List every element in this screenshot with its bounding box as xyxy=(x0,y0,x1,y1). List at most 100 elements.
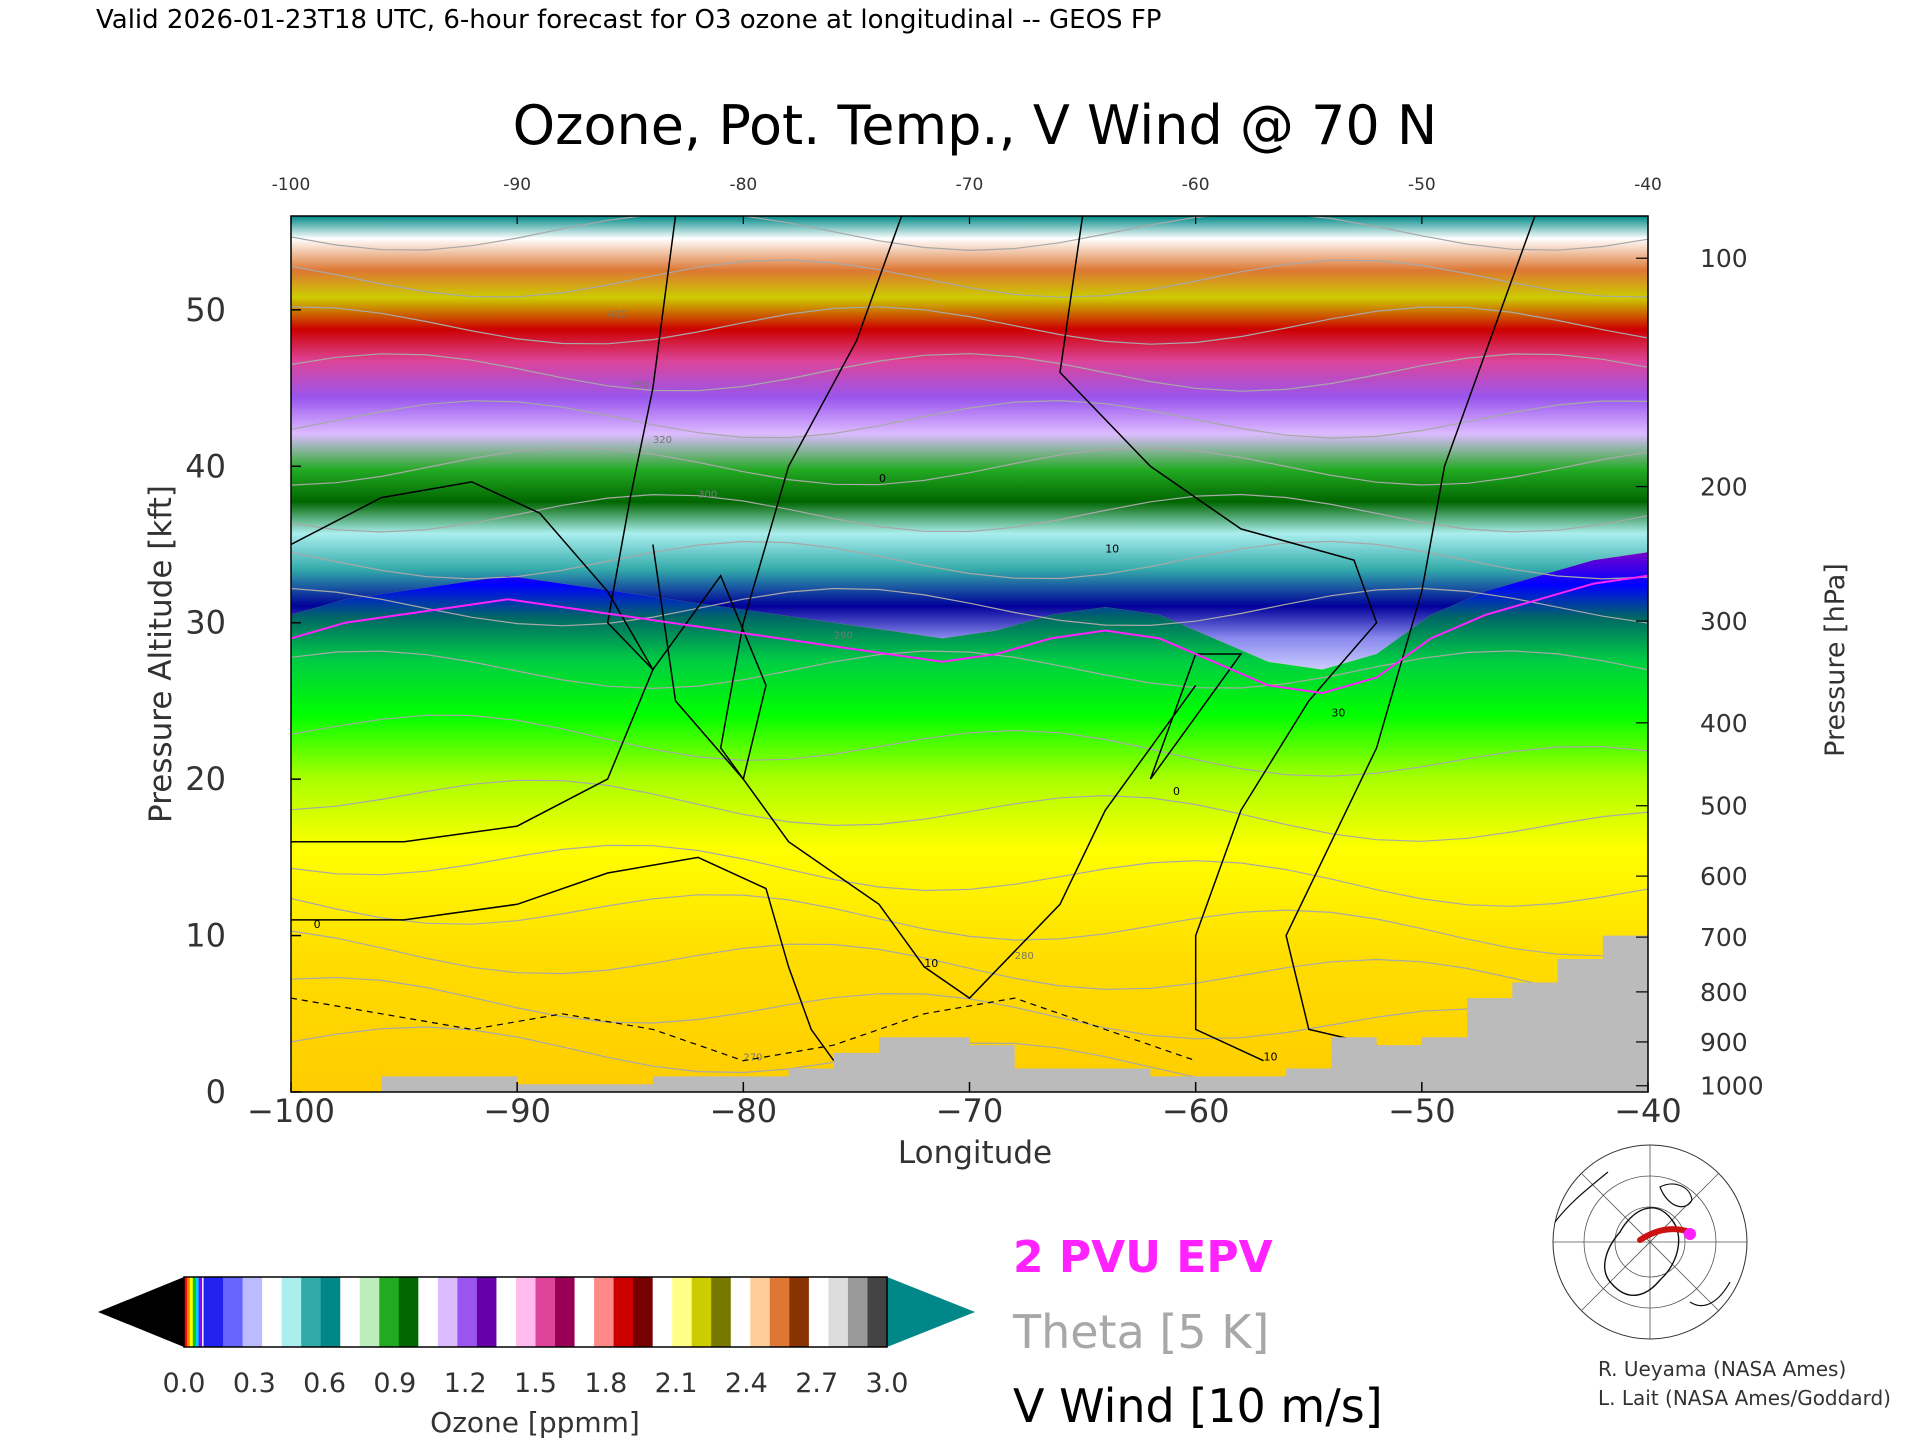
v-wind-contour-line xyxy=(291,856,835,1062)
theta-contour-label: 270 xyxy=(743,1053,762,1064)
plot-area: 400 350 320 300 290 280 270 0 0 10 30 10 0 10 xyxy=(291,216,1648,1092)
v-wind-contour-label: 10 xyxy=(1264,1051,1278,1064)
colorbar-rainbow-segment xyxy=(198,1277,203,1347)
pressure-tick-label: 100 xyxy=(1700,244,1748,273)
colorbar-segment xyxy=(613,1277,634,1347)
pressure-axis: 100 200 300 400 500 600 700 800 900 1000 xyxy=(1636,244,1764,1101)
colorbar-segment xyxy=(359,1277,380,1347)
x-tick-label: −70 xyxy=(936,1092,1004,1130)
colorbar-segment xyxy=(437,1277,458,1347)
top-tick-label: -100 xyxy=(272,175,311,195)
theta-contour-line xyxy=(291,779,1648,842)
colorbar-tick-label: 1.2 xyxy=(444,1368,487,1399)
locator-point xyxy=(1684,1228,1696,1240)
ozone-colorbar: 0.0 0.3 0.6 0.9 1.2 1.5 1.8 2.1 2.4 2.7 3.0 Ozone … xyxy=(98,1276,975,1439)
colorbar-segment xyxy=(711,1277,732,1347)
colorbar-segment xyxy=(281,1277,302,1347)
colorbar-under-triangle xyxy=(98,1277,184,1347)
x-tick-label: −60 xyxy=(1162,1092,1230,1130)
forecast-header: Valid 2026-01-23T18 UTC, 6-hour forecast… xyxy=(96,5,1161,35)
pressure-tick-label: 400 xyxy=(1700,709,1748,738)
colorbar-tick-label: 1.8 xyxy=(584,1368,627,1399)
theta-contour-line xyxy=(291,714,1648,777)
theta-contour-line xyxy=(291,930,1648,1005)
colorbar-tick-label: 0.3 xyxy=(233,1368,276,1399)
v-wind-negative-contour xyxy=(291,997,1196,1062)
y-tick-label: 10 xyxy=(185,917,226,955)
colorbar-rainbow-segment xyxy=(195,1277,200,1347)
locator-map xyxy=(1552,1144,1748,1340)
v-wind-contours: 0 0 10 30 10 0 10 xyxy=(291,216,1536,1064)
colorbar-rainbow-segment xyxy=(192,1277,197,1347)
theta-contour-label: 320 xyxy=(653,435,672,446)
colorbar-over-triangle xyxy=(887,1277,975,1347)
colorbar-segment xyxy=(769,1277,790,1347)
top-axis: -100 -90 -80 -70 -60 -50 -40 xyxy=(272,175,1662,224)
chart-title: Ozone, Pot. Temp., V Wind @ 70 N xyxy=(513,94,1438,157)
x-tick-label: −50 xyxy=(1388,1092,1456,1130)
pressure-axis-label: Pressure [hPa] xyxy=(1820,563,1851,757)
theta-contour-label: 350 xyxy=(630,380,649,391)
v-wind-contour-line xyxy=(291,481,654,843)
colorbar-rainbow-segment xyxy=(189,1277,194,1347)
colorbar-segment xyxy=(320,1277,341,1347)
epv-2pvu-contour xyxy=(291,574,1648,695)
colorbar-segment xyxy=(691,1277,712,1347)
colorbar-segment xyxy=(808,1277,829,1347)
colorbar-segment xyxy=(730,1277,751,1347)
top-tick-label: -90 xyxy=(503,175,531,195)
colorbar-segment xyxy=(457,1277,478,1347)
v-wind-contour-line xyxy=(719,216,1197,1000)
theta-contour-line xyxy=(291,493,1648,533)
legend: 2 PVU EPV Theta [5 K] V Wind [10 m/s] xyxy=(1012,1232,1383,1433)
v-wind-contour-label: 0 xyxy=(879,472,886,485)
x-tick-label: −80 xyxy=(710,1092,778,1130)
top-tick-label: -40 xyxy=(1634,175,1662,195)
theta-contours: 400 350 320 300 290 280 270 xyxy=(291,216,1648,1089)
y-tick-label: 0 xyxy=(206,1073,226,1111)
y-tick-label: 40 xyxy=(185,447,226,485)
colorbar-tick-label: 2.1 xyxy=(655,1368,698,1399)
credit-lait: L. Lait (NASA Ames/Goddard) xyxy=(1598,1386,1891,1410)
v-wind-contour-label: 0 xyxy=(314,918,321,931)
colorbar-segment xyxy=(789,1277,810,1347)
theta-contour-line xyxy=(291,540,1648,580)
theta-contour-label: 280 xyxy=(1015,951,1034,962)
colorbar-segment xyxy=(828,1277,849,1347)
colorbar-rainbow-segment xyxy=(186,1277,191,1347)
colorbar-segment xyxy=(515,1277,536,1347)
colorbar-segment xyxy=(379,1277,400,1347)
colorbar-segment xyxy=(418,1277,439,1347)
top-tick-label: -60 xyxy=(1182,175,1210,195)
colorbar-segment xyxy=(242,1277,263,1347)
theta-contour-label: 290 xyxy=(834,630,853,641)
colorbar-tick-label: 1.5 xyxy=(514,1368,557,1399)
ground-terrain xyxy=(291,912,1648,1092)
pressure-tick-label: 300 xyxy=(1700,607,1748,636)
theta-contour-line xyxy=(291,446,1648,486)
colorbar-segment xyxy=(594,1277,615,1347)
y-tick-label: 50 xyxy=(185,291,226,329)
v-wind-contour-label: 10 xyxy=(1105,542,1119,555)
pressure-tick-label: 200 xyxy=(1700,473,1748,502)
colorbar-tick-label: 0.0 xyxy=(163,1368,206,1399)
pressure-tick-label: 800 xyxy=(1700,978,1748,1007)
colorbar-tick-labels: 0.0 0.3 0.6 0.9 1.2 1.5 1.8 2.1 2.4 2.7 3.0 xyxy=(163,1368,909,1399)
theta-contour-line xyxy=(291,399,1648,439)
colorbar-segment xyxy=(867,1277,888,1347)
y-tick-label: 30 xyxy=(185,604,226,642)
colorbar-segment xyxy=(496,1277,517,1347)
theta-contour-label: 300 xyxy=(698,490,717,501)
legend-theta: Theta [5 K] xyxy=(1012,1305,1269,1359)
y-tick-label: 20 xyxy=(185,760,226,798)
top-tick-label: -70 xyxy=(956,175,984,195)
colorbar-segment xyxy=(476,1277,497,1347)
colorbar-label: Ozone [ppmm] xyxy=(430,1406,640,1439)
colorbar-rainbow-segment xyxy=(184,1277,188,1347)
top-tick-label: -80 xyxy=(729,175,757,195)
colorbar-tick-label: 2.4 xyxy=(725,1368,768,1399)
v-wind-contour-line xyxy=(1285,216,1536,1046)
colorbar-segment xyxy=(633,1277,654,1347)
theta-contour-label: 400 xyxy=(608,310,627,321)
pressure-tick-label: 600 xyxy=(1700,862,1748,891)
